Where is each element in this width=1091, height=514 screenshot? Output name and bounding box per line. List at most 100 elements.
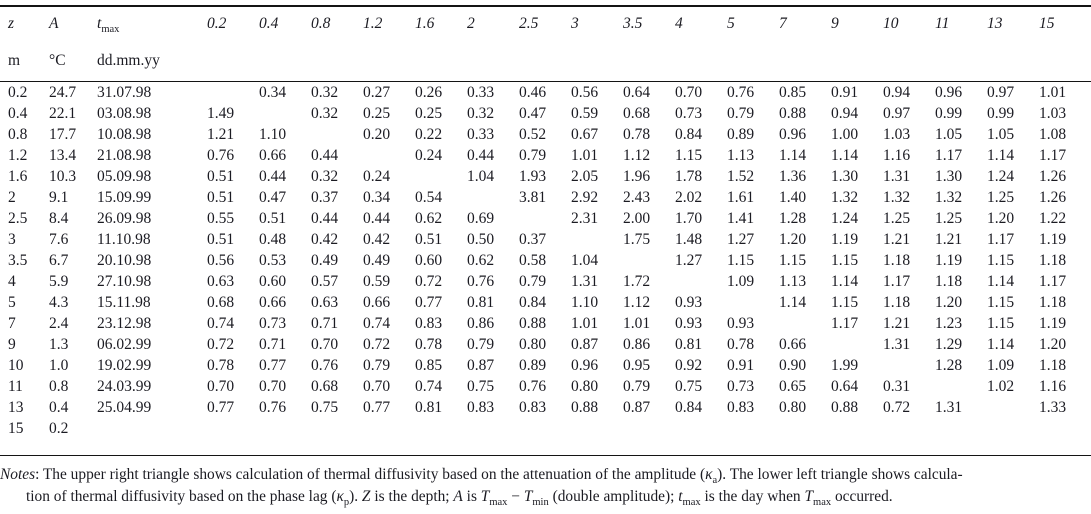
cell-diffusivity: 1.14 <box>987 272 1015 290</box>
cell-amplitude: 1.3 <box>49 335 69 353</box>
cell-diffusivity: 0.95 <box>623 356 651 374</box>
cell-diffusivity: 1.32 <box>935 188 963 206</box>
cell-depth: 13 <box>8 398 24 416</box>
cell-amplitude: 7.6 <box>49 230 69 248</box>
cell-diffusivity: 0.78 <box>623 125 651 143</box>
cell-diffusivity: 0.32 <box>311 104 339 122</box>
cell-diffusivity: 0.73 <box>259 314 287 332</box>
cell-diffusivity: 0.77 <box>207 398 235 416</box>
cell-diffusivity: 0.93 <box>675 293 703 311</box>
table-row-depth-15: 15 0.2 <box>0 418 1091 456</box>
cell-diffusivity <box>207 418 259 456</box>
cell-diffusivity: 0.57 <box>311 272 339 290</box>
cell-diffusivity: 0.84 <box>519 293 547 311</box>
cell-diffusivity: 0.80 <box>519 335 547 353</box>
cell-diffusivity: 1.08 <box>1039 125 1067 143</box>
notes-text: min <box>532 497 549 509</box>
table-row-depth-9: 9 1.3 06.02.99 0.72 0.71 0.70 0.72 0.78 0.79 0.80… <box>0 334 1091 355</box>
cell-diffusivity: 0.94 <box>831 104 859 122</box>
cell-diffusivity: 1.05 <box>987 125 1015 143</box>
cell-diffusivity: 1.72 <box>623 272 651 290</box>
cell-diffusivity: 1.21 <box>935 230 963 248</box>
cell-diffusivity <box>779 313 831 334</box>
cell-diffusivity <box>363 418 415 456</box>
cell-diffusivity: 0.32 <box>467 104 495 122</box>
cell-depth: 0.4 <box>8 104 28 122</box>
cell-diffusivity: 0.25 <box>415 104 443 122</box>
cell-diffusivity: 0.69 <box>467 209 495 227</box>
unit-empty-10 <box>727 41 779 82</box>
cell-diffusivity: 0.91 <box>831 83 859 101</box>
unit-empty-0 <box>207 41 259 82</box>
cell-diffusivity: 1.30 <box>831 167 859 185</box>
cell-diffusivity: 1.12 <box>623 293 651 311</box>
cell-diffusivity: 0.31 <box>883 377 911 395</box>
notes-text: tion of thermal diffusivity based on the… <box>26 488 337 505</box>
column-header-depth-15: 15 <box>1039 15 1055 32</box>
notes-text: p <box>343 497 350 509</box>
cell-diffusivity: 0.80 <box>571 377 599 395</box>
cell-diffusivity <box>935 418 987 456</box>
cell-diffusivity <box>675 418 727 456</box>
cell-diffusivity: 1.05 <box>935 125 963 143</box>
cell-diffusivity: 1.26 <box>1039 188 1067 206</box>
cell-diffusivity: 0.37 <box>311 188 339 206</box>
cell-diffusivity <box>623 250 675 271</box>
cell-diffusivity: 1.18 <box>1039 293 1067 311</box>
cell-diffusivity: 0.26 <box>415 83 443 101</box>
cell-diffusivity <box>311 124 363 145</box>
cell-diffusivity: 0.72 <box>415 272 443 290</box>
column-header-depth-13: 13 <box>987 15 1003 32</box>
cell-diffusivity: 0.55 <box>207 209 235 227</box>
cell-diffusivity: 1.09 <box>727 272 755 290</box>
cell-diffusivity: 0.53 <box>259 251 287 269</box>
cell-diffusivity: 1.04 <box>467 167 495 185</box>
column-header-depth-0.8: 0.8 <box>311 15 331 32</box>
column-header-z: z <box>8 15 15 32</box>
notes-text: ). The lower left triangle shows calcula… <box>717 466 963 483</box>
notes-line-2: tion of thermal diffusivity based on the… <box>0 486 1091 508</box>
cell-diffusivity: 1.40 <box>779 188 807 206</box>
column-header-amplitude: A <box>49 15 59 32</box>
cell-diffusivity: 1.13 <box>727 146 755 164</box>
cell-diffusivity: 0.51 <box>207 230 235 248</box>
cell-diffusivity: 1.12 <box>623 146 651 164</box>
tmax-subscript: max <box>101 24 120 36</box>
cell-depth: 2 <box>8 188 16 206</box>
cell-diffusivity: 0.32 <box>311 83 339 101</box>
notes-text: (double amplitude); <box>548 488 679 505</box>
cell-diffusivity: 1.27 <box>675 251 703 269</box>
cell-diffusivity: 0.83 <box>519 398 547 416</box>
cell-amplitude: 0.4 <box>49 398 69 416</box>
cell-diffusivity: 0.79 <box>519 272 547 290</box>
cell-tmax-date: 31.07.98 <box>97 83 152 101</box>
cell-amplitude: 0.2 <box>49 419 69 437</box>
cell-diffusivity: 1.14 <box>987 335 1015 353</box>
cell-diffusivity: 1.31 <box>883 335 911 353</box>
notes-text: max <box>682 497 701 509</box>
unit-empty-2 <box>311 41 363 82</box>
cell-diffusivity: 0.52 <box>519 125 547 143</box>
cell-diffusivity: 0.34 <box>363 188 391 206</box>
cell-diffusivity: 1.24 <box>987 167 1015 185</box>
column-header-depth-1.2: 1.2 <box>363 15 383 32</box>
cell-diffusivity: 1.61 <box>727 188 755 206</box>
cell-diffusivity: 0.89 <box>727 125 755 143</box>
cell-diffusivity: 0.34 <box>259 83 287 101</box>
cell-diffusivity: 0.51 <box>259 209 287 227</box>
cell-diffusivity: 0.79 <box>467 335 495 353</box>
cell-diffusivity: 0.22 <box>415 125 443 143</box>
cell-diffusivity: 0.92 <box>675 356 703 374</box>
cell-diffusivity: 1.27 <box>727 230 755 248</box>
cell-diffusivity: 1.15 <box>987 314 1015 332</box>
cell-diffusivity: 1.32 <box>883 188 911 206</box>
cell-depth: 10 <box>8 356 24 374</box>
cell-diffusivity: 1.96 <box>623 167 651 185</box>
cell-diffusivity: 0.68 <box>623 104 651 122</box>
cell-diffusivity: 0.44 <box>259 167 287 185</box>
cell-diffusivity: 0.70 <box>311 335 339 353</box>
column-header-depth-5: 5 <box>727 15 735 32</box>
table-row-depth-4: 4 5.9 27.10.98 0.63 0.60 0.57 0.59 0.72 0.76 0.79… <box>0 271 1091 292</box>
cell-diffusivity: 0.99 <box>935 104 963 122</box>
cell-diffusivity: 1.52 <box>727 167 755 185</box>
